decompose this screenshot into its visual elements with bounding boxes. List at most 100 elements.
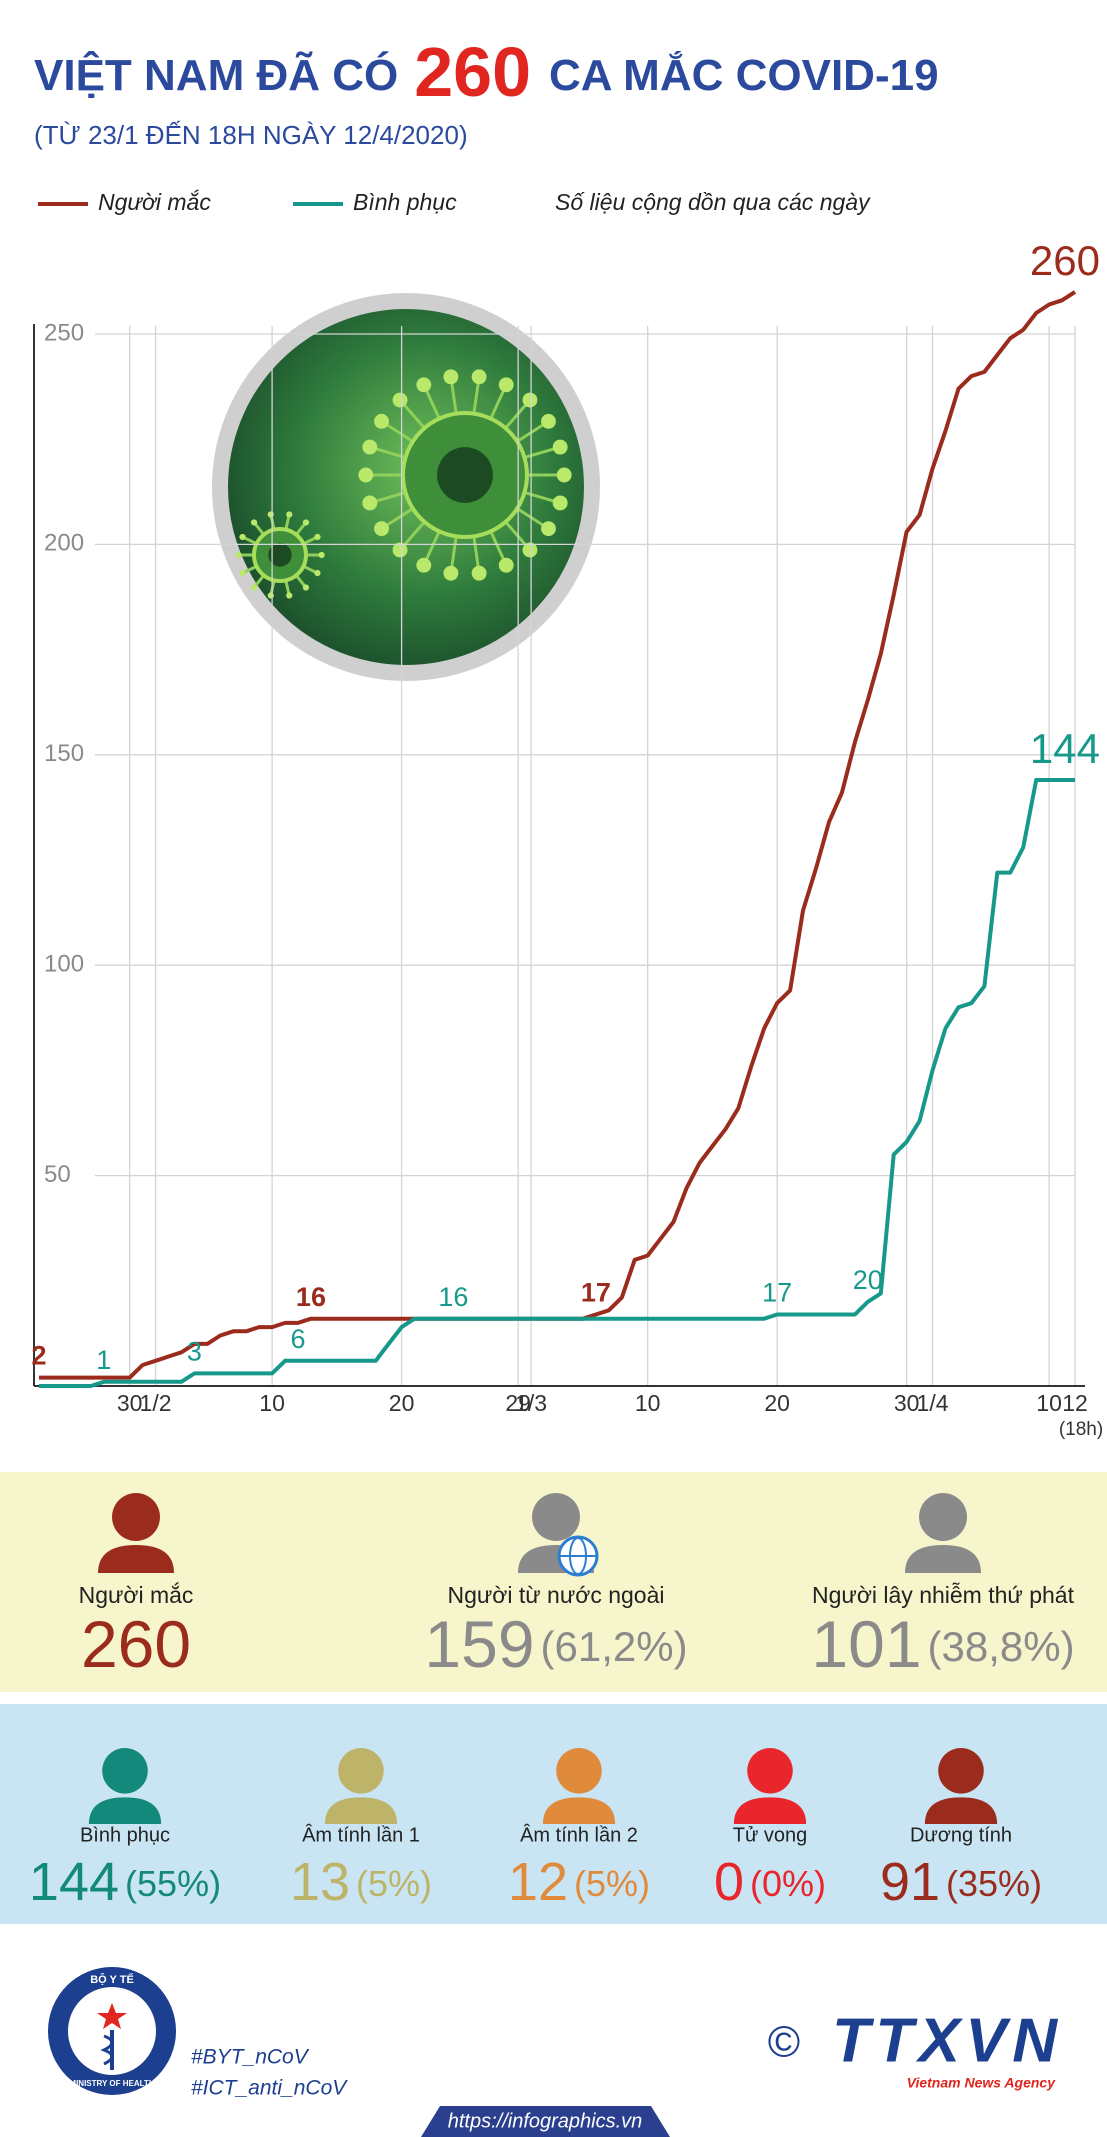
- virus-spike-tip: [362, 439, 378, 455]
- stat-percent: (55%): [125, 1863, 221, 1904]
- virus-spike-tip: [471, 565, 487, 581]
- stat-value: 13 (5%): [290, 1852, 432, 1912]
- hashtag: #BYT_nCoV: [191, 2046, 310, 2069]
- stat-number: 159: [424, 1607, 534, 1681]
- stat-number: 0: [714, 1852, 744, 1912]
- virus-spike-tip: [314, 569, 321, 577]
- virus-spike-tip: [552, 439, 568, 455]
- virus-spike-tip: [362, 495, 378, 511]
- virus-spike-tip: [235, 551, 242, 559]
- virus-spike-tip: [374, 521, 389, 537]
- data-label: 16: [438, 1282, 468, 1312]
- stat-label: Âm tính lần 2: [520, 1823, 638, 1846]
- agency-logo: TTXVN: [832, 2006, 1058, 2075]
- virus-spike-tip: [541, 521, 556, 537]
- stat-number: 101: [811, 1607, 921, 1681]
- stat-value: 91 (35%): [880, 1852, 1042, 1912]
- person-body: [924, 1797, 998, 1824]
- ministry-logo: BỘ Y TẾ MINISTRY OF HEALTH: [48, 1967, 176, 2095]
- virus-spike-tip: [302, 519, 310, 526]
- data-label: 2: [31, 1341, 46, 1371]
- virus-spike-tip: [522, 542, 538, 558]
- series-line: [39, 778, 1075, 1388]
- person-head: [338, 1748, 384, 1794]
- stat-label: Người lây nhiễm thứ phát: [812, 1582, 1075, 1608]
- y-tick-label: 200: [44, 530, 84, 557]
- stat-number: 91: [880, 1852, 940, 1912]
- x-tick-label: 1/3: [515, 1390, 547, 1416]
- agency-en: Vietnam News Agency: [907, 2075, 1057, 2091]
- data-label: 144: [1030, 725, 1100, 772]
- person-head: [102, 1748, 148, 1794]
- x-note: (18h): [1059, 1419, 1103, 1440]
- stat-number: 13: [290, 1852, 350, 1912]
- x-tick-label: 29: [505, 1390, 531, 1416]
- virus-spike-tip: [374, 413, 389, 429]
- y-tick-label: 50: [44, 1161, 71, 1188]
- virus-spike-tip: [541, 413, 556, 429]
- virus-spike-tip: [498, 377, 514, 393]
- x-tick-label: 20: [764, 1390, 790, 1416]
- stat-value: 144 (55%): [29, 1852, 221, 1912]
- virus-spike-tip: [286, 511, 293, 518]
- data-label: 16: [296, 1282, 326, 1312]
- chart-note: Số liệu cộng dồn qua các ngày: [555, 189, 871, 215]
- x-tick-label: 1/2: [140, 1390, 172, 1416]
- virus-spike-tip: [267, 511, 274, 518]
- url: https://infographics.vn: [448, 2110, 643, 2132]
- virus-spike-tip: [552, 495, 568, 511]
- x-tick-label: 30: [117, 1390, 143, 1416]
- x-tick-label: 30: [894, 1390, 920, 1416]
- virus-spike-tip: [239, 569, 246, 577]
- x-tick-label: 10: [1036, 1390, 1062, 1416]
- logo-snake: [100, 2034, 114, 2066]
- person-head: [532, 1493, 580, 1541]
- hashtag: #ICT_anti_nCoV: [191, 2077, 348, 2100]
- stat-percent: (61,2%): [541, 1623, 688, 1670]
- stat-label: Tử vong: [733, 1824, 808, 1846]
- person-body: [905, 1545, 981, 1573]
- data-label: 1: [96, 1345, 111, 1375]
- stat-percent: (5%): [356, 1863, 432, 1904]
- person-body: [542, 1797, 616, 1824]
- y-tick-label: 150: [44, 740, 84, 767]
- stat-percent: (0%): [750, 1863, 826, 1904]
- virus-spike-tip: [239, 533, 246, 541]
- stat-value: 12 (5%): [508, 1852, 650, 1912]
- chart: 301/2 10 20 291/3 10 20 301/4 10 125010015020025…: [31, 189, 1100, 1416]
- legend-label: Bình phục: [353, 189, 457, 215]
- virus-spike-tip: [416, 377, 432, 393]
- person-head: [112, 1493, 160, 1541]
- virus-spike-tip: [250, 519, 258, 526]
- virus-core: [437, 447, 493, 503]
- stat-value: 260: [81, 1607, 191, 1681]
- person-body: [733, 1797, 807, 1824]
- title-number: 260: [414, 33, 531, 111]
- person-head: [919, 1493, 967, 1541]
- stat-value: 0 (0%): [714, 1852, 826, 1912]
- stat-percent: (38,8%): [928, 1623, 1075, 1670]
- data-label: 6: [290, 1324, 305, 1354]
- x-tick-label: 10: [635, 1390, 661, 1416]
- stat-number: 144: [29, 1852, 119, 1912]
- stat-label: Bình phục: [80, 1824, 170, 1846]
- stat-number: 12: [508, 1852, 568, 1912]
- x-tick-label: 1/4: [917, 1390, 949, 1416]
- virus-spike-tip: [286, 592, 293, 599]
- stat-label: Người từ nước ngoài: [448, 1582, 665, 1608]
- stat-label: Người mắc: [79, 1582, 194, 1608]
- virus-spike-tip: [358, 467, 374, 483]
- virus-spike-tip: [443, 565, 459, 581]
- virus-spike-tip: [471, 369, 487, 385]
- legend-label: Người mắc: [98, 189, 211, 215]
- data-label: 20: [853, 1265, 883, 1295]
- y-tick-label: 250: [44, 319, 84, 346]
- ministry-en: MINISTRY OF HEALTH: [69, 2079, 154, 2088]
- data-label: 260: [1030, 237, 1100, 284]
- virus-spike-tip: [498, 557, 514, 573]
- person-body: [98, 1545, 174, 1573]
- stat-value: 159 (61,2%): [424, 1607, 687, 1681]
- copyright: ©: [768, 2018, 800, 2067]
